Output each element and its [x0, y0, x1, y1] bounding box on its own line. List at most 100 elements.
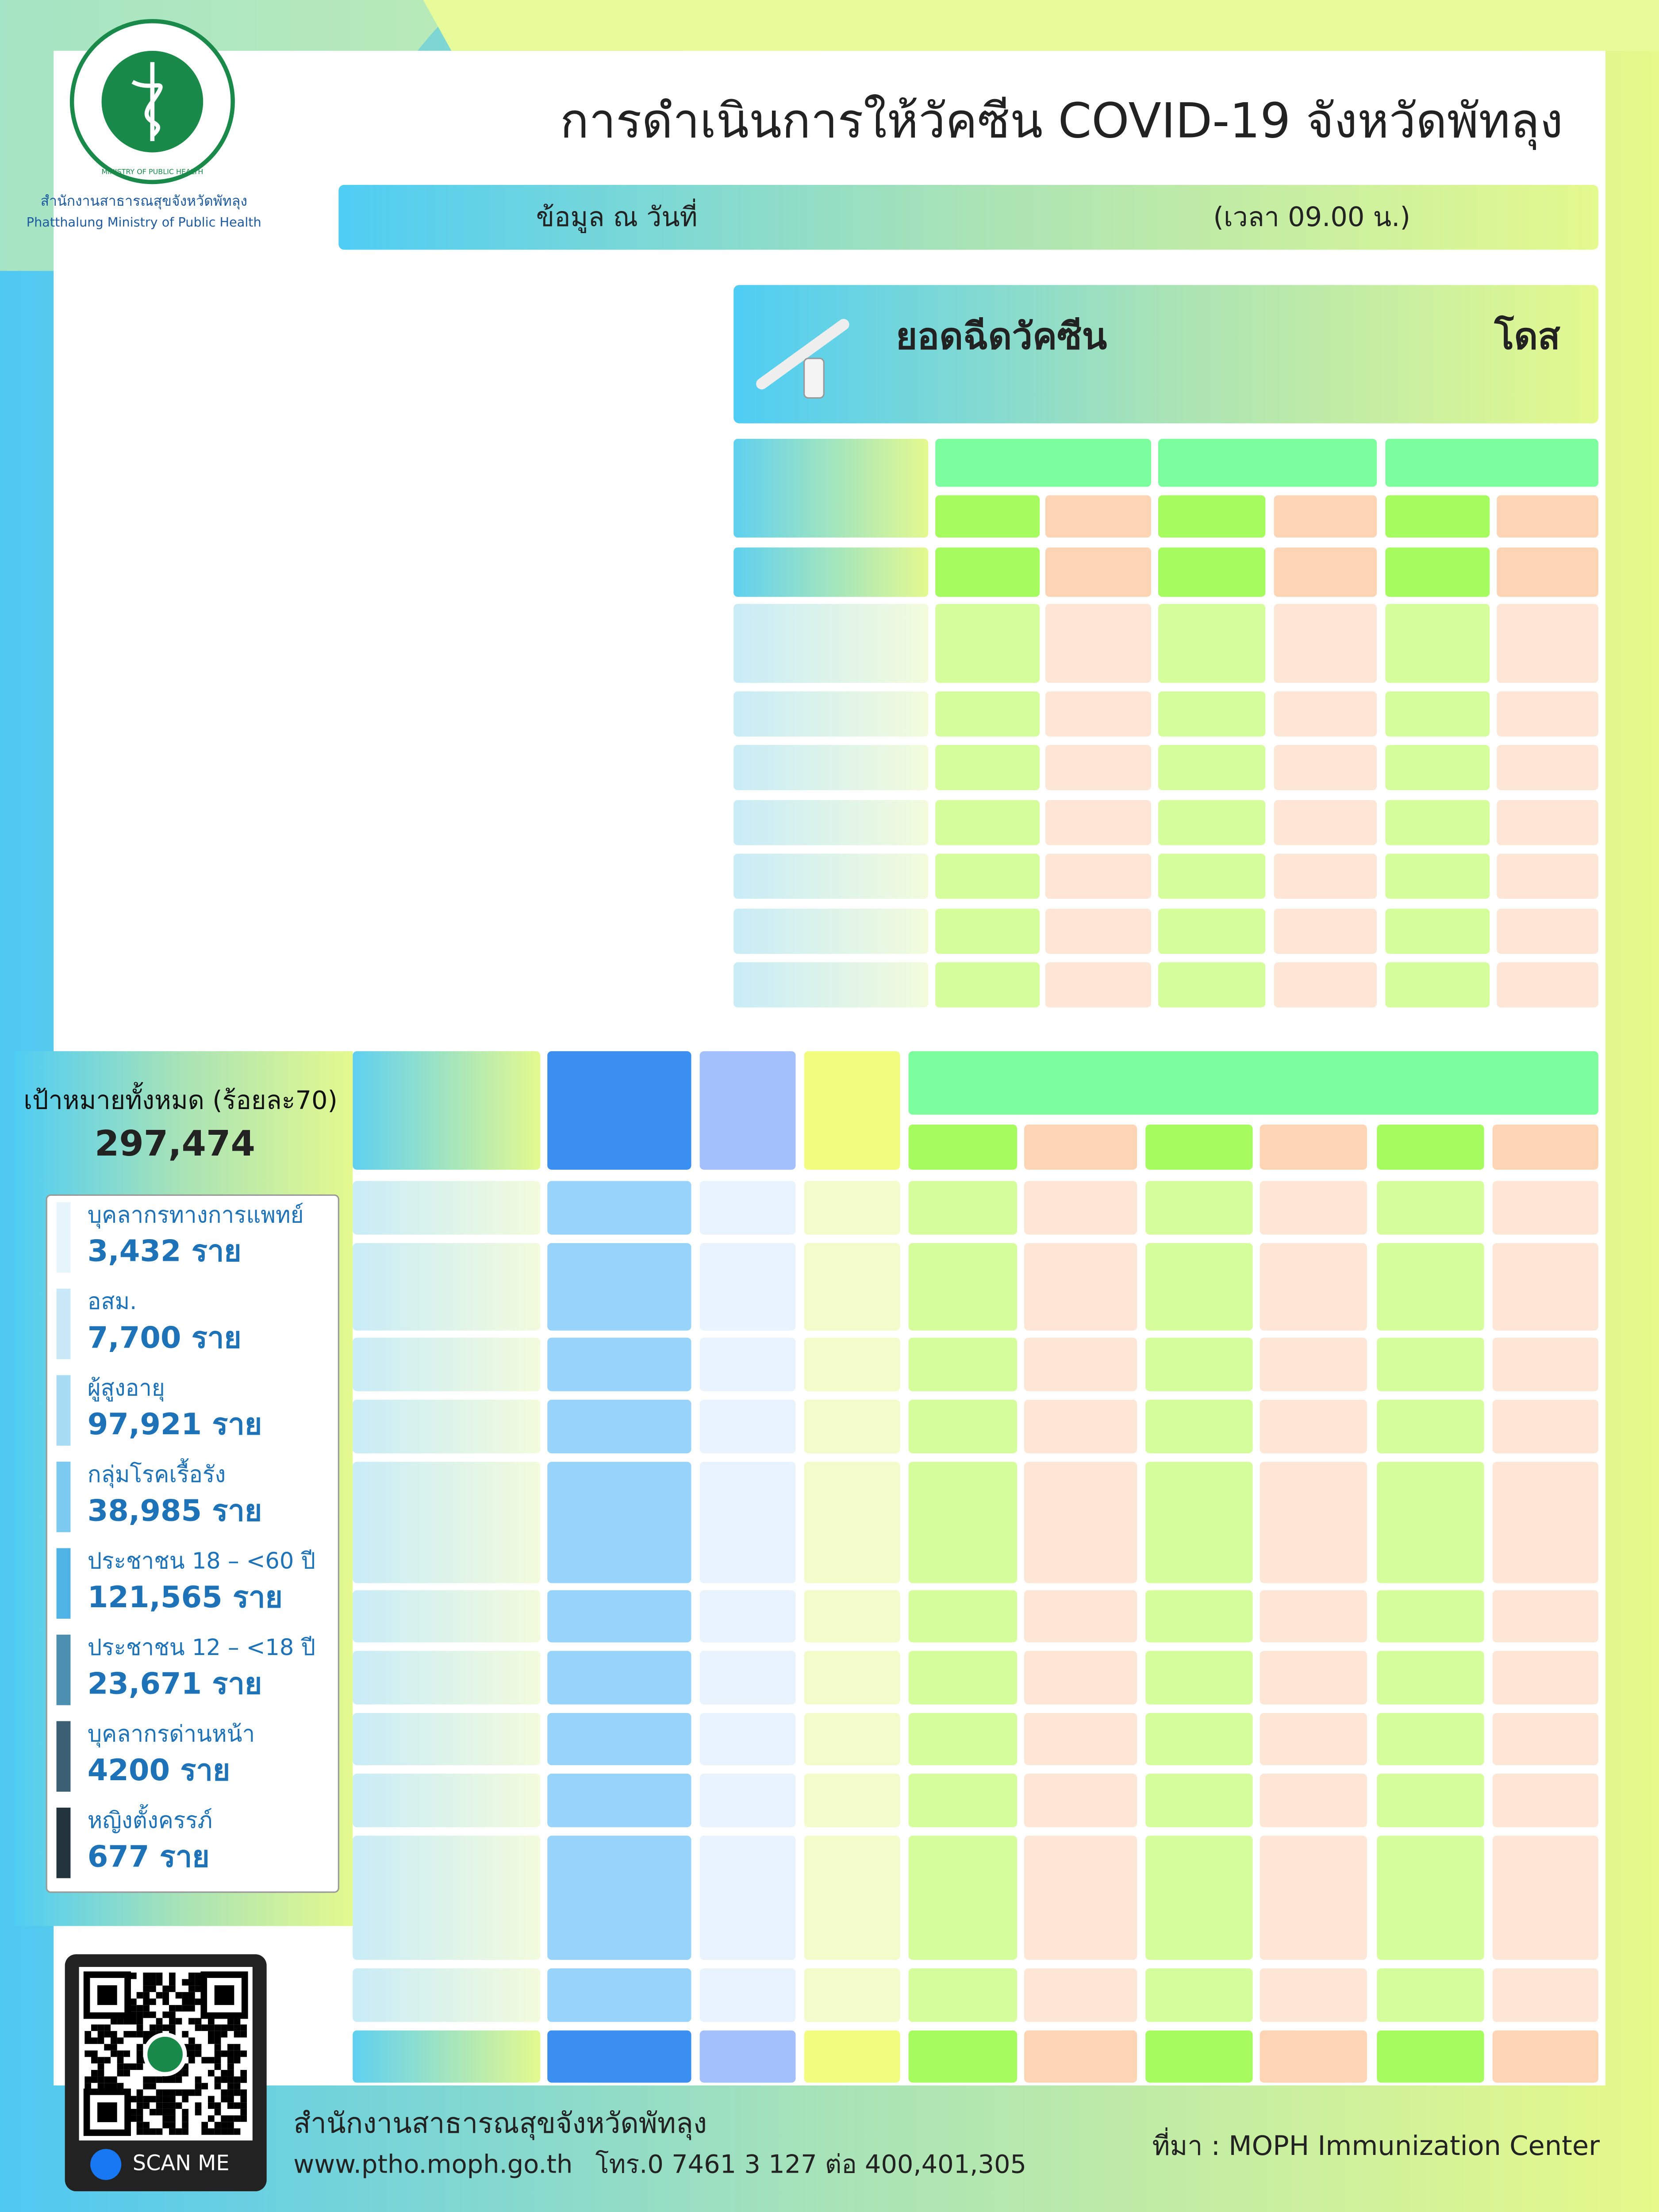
qr-module — [214, 2050, 221, 2057]
qr-module — [117, 2050, 124, 2057]
qr-module — [130, 2031, 137, 2038]
qr-module — [162, 2122, 169, 2128]
qr-module — [117, 2083, 124, 2089]
table-cell — [1385, 962, 1490, 1008]
qr-module — [156, 2076, 163, 2083]
qr-module — [188, 2057, 195, 2064]
table-cell — [935, 495, 1040, 538]
qr-module — [195, 1972, 202, 1979]
qr-module — [111, 2076, 117, 2083]
group-count: 23,671 ราย — [88, 1666, 262, 1701]
table-cell — [353, 1651, 541, 1705]
qr-module — [117, 2063, 124, 2070]
qr-module — [111, 2031, 117, 2038]
qr-module — [104, 2031, 111, 2038]
table-cell — [1158, 853, 1266, 899]
title: การดำเนินการให้วัคซีน COVID-19 จังหวัดพั… — [560, 92, 1563, 150]
qr-module — [195, 2024, 202, 2031]
table-cell — [1260, 1968, 1367, 2022]
table-cell — [1024, 1774, 1137, 1828]
qr-module — [227, 2024, 234, 2031]
qr-module — [221, 2076, 228, 2083]
qr-module — [182, 2005, 189, 2012]
qr-module — [227, 2102, 234, 2109]
qr-module — [195, 1979, 202, 1986]
qr-module — [227, 2063, 234, 2070]
table-cell — [1260, 1181, 1367, 1235]
table-cell — [1497, 853, 1598, 899]
table-cell — [1492, 1836, 1598, 1960]
qr-module — [188, 1985, 195, 1992]
qr-module — [221, 2115, 228, 2122]
qr-module — [182, 2122, 189, 2128]
qr-module — [104, 2057, 111, 2064]
table-cell — [353, 1243, 541, 1331]
qr-module — [169, 1979, 176, 1986]
qr-module — [234, 2057, 241, 2064]
group-count: 97,921 ราย — [88, 1407, 262, 1441]
qr-module — [234, 2083, 241, 2089]
qr-module — [169, 2024, 176, 2031]
table-cell — [1497, 908, 1598, 954]
table-cell — [1492, 1462, 1598, 1583]
table-cell — [908, 1051, 1598, 1115]
qr-module — [123, 2018, 131, 2025]
qr-module — [169, 2018, 176, 2025]
qr-module — [143, 2122, 150, 2128]
footer-phone: โทร.0 7461 3 127 ต่อ 400,401,305 — [595, 2149, 1026, 2179]
table-cell — [1045, 800, 1152, 845]
table-cell — [1145, 1968, 1253, 2022]
qr-module — [208, 2024, 215, 2031]
table-cell — [935, 908, 1040, 954]
qr-module — [111, 2044, 117, 2051]
table-cell — [1158, 691, 1266, 737]
org-en: Phatthalung Ministry of Public Health — [27, 215, 261, 230]
qr-module — [208, 2102, 215, 2109]
table-cell — [1045, 547, 1152, 597]
qr-module — [221, 2070, 228, 2077]
qr-module — [182, 2089, 189, 2096]
group-marker — [56, 1288, 71, 1359]
table-cell — [699, 2030, 796, 2083]
qr-module — [208, 2070, 215, 2077]
table-cell — [1377, 1337, 1484, 1391]
qr-module — [188, 1979, 195, 1986]
table-cell — [547, 1243, 691, 1331]
time-label: (เวลา 09.00 น.) — [1213, 202, 1410, 233]
qr-module — [130, 2096, 137, 2103]
qr-module — [214, 2037, 221, 2044]
table-cell — [699, 1181, 796, 1235]
table-cell — [1497, 800, 1598, 845]
qr-module — [130, 2018, 137, 2025]
table-cell — [908, 1399, 1018, 1454]
table-cell — [1024, 1337, 1137, 1391]
qr-module — [188, 2089, 195, 2096]
qr-module — [117, 2070, 124, 2077]
qr-module — [227, 2115, 234, 2122]
table-cell — [699, 1651, 796, 1705]
qr-module — [234, 2018, 241, 2025]
qr-module — [150, 2096, 156, 2103]
table-cell — [1260, 2030, 1367, 2083]
table-cell — [1497, 962, 1598, 1008]
table-cell — [353, 1968, 541, 2022]
table-cell — [733, 800, 929, 845]
qr-module — [234, 2031, 241, 2038]
qr-module — [97, 2037, 104, 2044]
table-cell — [353, 1836, 541, 1960]
table-cell — [547, 1713, 691, 1765]
table-cell — [1377, 1651, 1484, 1705]
qr-module — [188, 2037, 195, 2044]
qr-module — [195, 2089, 202, 2096]
qr-module — [143, 2102, 150, 2109]
qr-module — [175, 2005, 182, 2012]
table-cell — [1145, 1590, 1253, 1643]
table-cell — [1492, 1651, 1598, 1705]
table-cell — [1158, 745, 1266, 791]
qr-module — [111, 2050, 117, 2057]
table-cell — [804, 1590, 900, 1643]
table-cell — [1260, 1462, 1367, 1583]
qr-module — [208, 2031, 215, 2038]
qr-module — [136, 2005, 143, 2012]
